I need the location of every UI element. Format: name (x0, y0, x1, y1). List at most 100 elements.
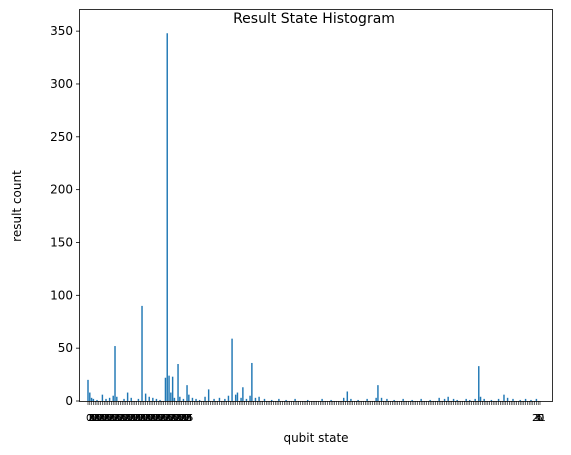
bar (152, 397, 154, 401)
x-tick-label: 3 (99, 413, 105, 424)
bar (137, 398, 140, 401)
y-tick-label: 350 (50, 24, 73, 38)
x-tick-label: 0 (137, 413, 143, 424)
y-tick-label: 100 (50, 288, 73, 302)
x-tick-label: 3 (89, 413, 95, 424)
x-tick-label: 3 (124, 413, 130, 424)
x-tick-label: 0 (122, 413, 128, 424)
x-tick-label: 5 (146, 413, 152, 424)
x-tick-label: 4 (181, 413, 187, 424)
x-tick-label: 0 (91, 413, 97, 424)
x-tick-label: 3 (150, 413, 156, 424)
bar (105, 398, 107, 401)
bar (170, 392, 172, 401)
x-tick-label: 5 (90, 413, 96, 424)
bar (346, 391, 349, 401)
bar (350, 398, 352, 401)
bar (524, 398, 527, 401)
x-tick-label: 4 (89, 413, 95, 424)
chart-title: Result State Histogram (233, 11, 395, 27)
x-tick-label: 0 (142, 413, 148, 424)
x-tick-label: 0 (157, 413, 163, 424)
bar (171, 376, 174, 401)
bar (166, 33, 168, 401)
bars-group (87, 33, 538, 401)
bar (195, 398, 197, 401)
x-tick-label: 2 (144, 413, 150, 424)
bar (438, 397, 440, 401)
x-tick-label: 2 (185, 413, 191, 424)
bar (366, 398, 368, 401)
bar (207, 389, 210, 401)
x-tick-label: 4 (115, 413, 121, 424)
x-tick-label: 0 (101, 413, 107, 424)
x-tick-label: 2 (139, 413, 145, 424)
bar (512, 398, 514, 401)
x-tick-label: 5 (136, 413, 142, 424)
x-tick-label: 1 (92, 413, 98, 424)
bar (116, 396, 118, 401)
bar (478, 366, 480, 401)
bar (535, 398, 538, 401)
x-tick-label: 0 (163, 413, 169, 424)
x-tick-label: 1 (128, 413, 134, 424)
bar (503, 394, 505, 401)
x-tick-label: 0 (132, 413, 138, 424)
x-tick-label: 1 (148, 413, 154, 424)
bar (306, 399, 309, 401)
bar (294, 398, 296, 401)
x-tick-label: 3 (134, 413, 140, 424)
y-tick-label: 300 (50, 77, 73, 91)
bar (447, 396, 449, 401)
x-tick-label: 2 (532, 413, 538, 424)
x-ticks-group: 0123450123450123450123450123450123450123… (86, 401, 546, 424)
x-tick-label: 5 (162, 413, 168, 424)
bar (231, 338, 233, 401)
x-tick-label: 1 (102, 413, 108, 424)
x-tick-label: 1 (143, 413, 149, 424)
x-tick-label: 0 (127, 413, 133, 424)
x-tick-label: 4 (120, 413, 126, 424)
bar (483, 398, 485, 401)
bar (263, 398, 266, 401)
x-tick-label: 3 (140, 413, 146, 424)
x-tick-label: 5 (126, 413, 132, 424)
x-tick-label: 1 (163, 413, 169, 424)
bar (270, 399, 273, 401)
x-tick-label: 1 (97, 413, 103, 424)
bar (321, 398, 323, 401)
bar (465, 398, 467, 401)
bar (90, 397, 93, 401)
bar (198, 399, 201, 401)
bar (278, 398, 280, 401)
y-axis-label: result count (10, 170, 24, 242)
x-tick-label: 2 (123, 413, 129, 424)
x-tick-label: 4 (130, 413, 136, 424)
bar (479, 396, 482, 401)
bar (179, 396, 181, 401)
bar (357, 399, 359, 401)
bar (490, 399, 493, 401)
bar (96, 399, 98, 401)
x-tick-label: 4 (100, 413, 106, 424)
x-tick-label: 0 (96, 413, 102, 424)
bar (182, 398, 185, 401)
x-tick-label: 3 (160, 413, 166, 424)
x-tick-label: 1 (138, 413, 144, 424)
x-tick-label: 2 (149, 413, 155, 424)
x-tick-label: 0 (147, 413, 153, 424)
x-tick-label: 4 (176, 413, 182, 424)
bar (227, 395, 230, 401)
x-tick-label: 2 (154, 413, 160, 424)
x-tick-label: 3 (175, 413, 181, 424)
bar (411, 399, 413, 401)
x-tick-label: 3 (170, 413, 176, 424)
bar (130, 397, 132, 401)
bar (377, 385, 379, 401)
x-tick-label: 0 (173, 413, 179, 424)
x-tick-label: 5 (151, 413, 157, 424)
bar (114, 346, 116, 401)
bar (375, 397, 377, 401)
y-tick-label: 50 (58, 341, 73, 355)
bar (497, 398, 500, 401)
